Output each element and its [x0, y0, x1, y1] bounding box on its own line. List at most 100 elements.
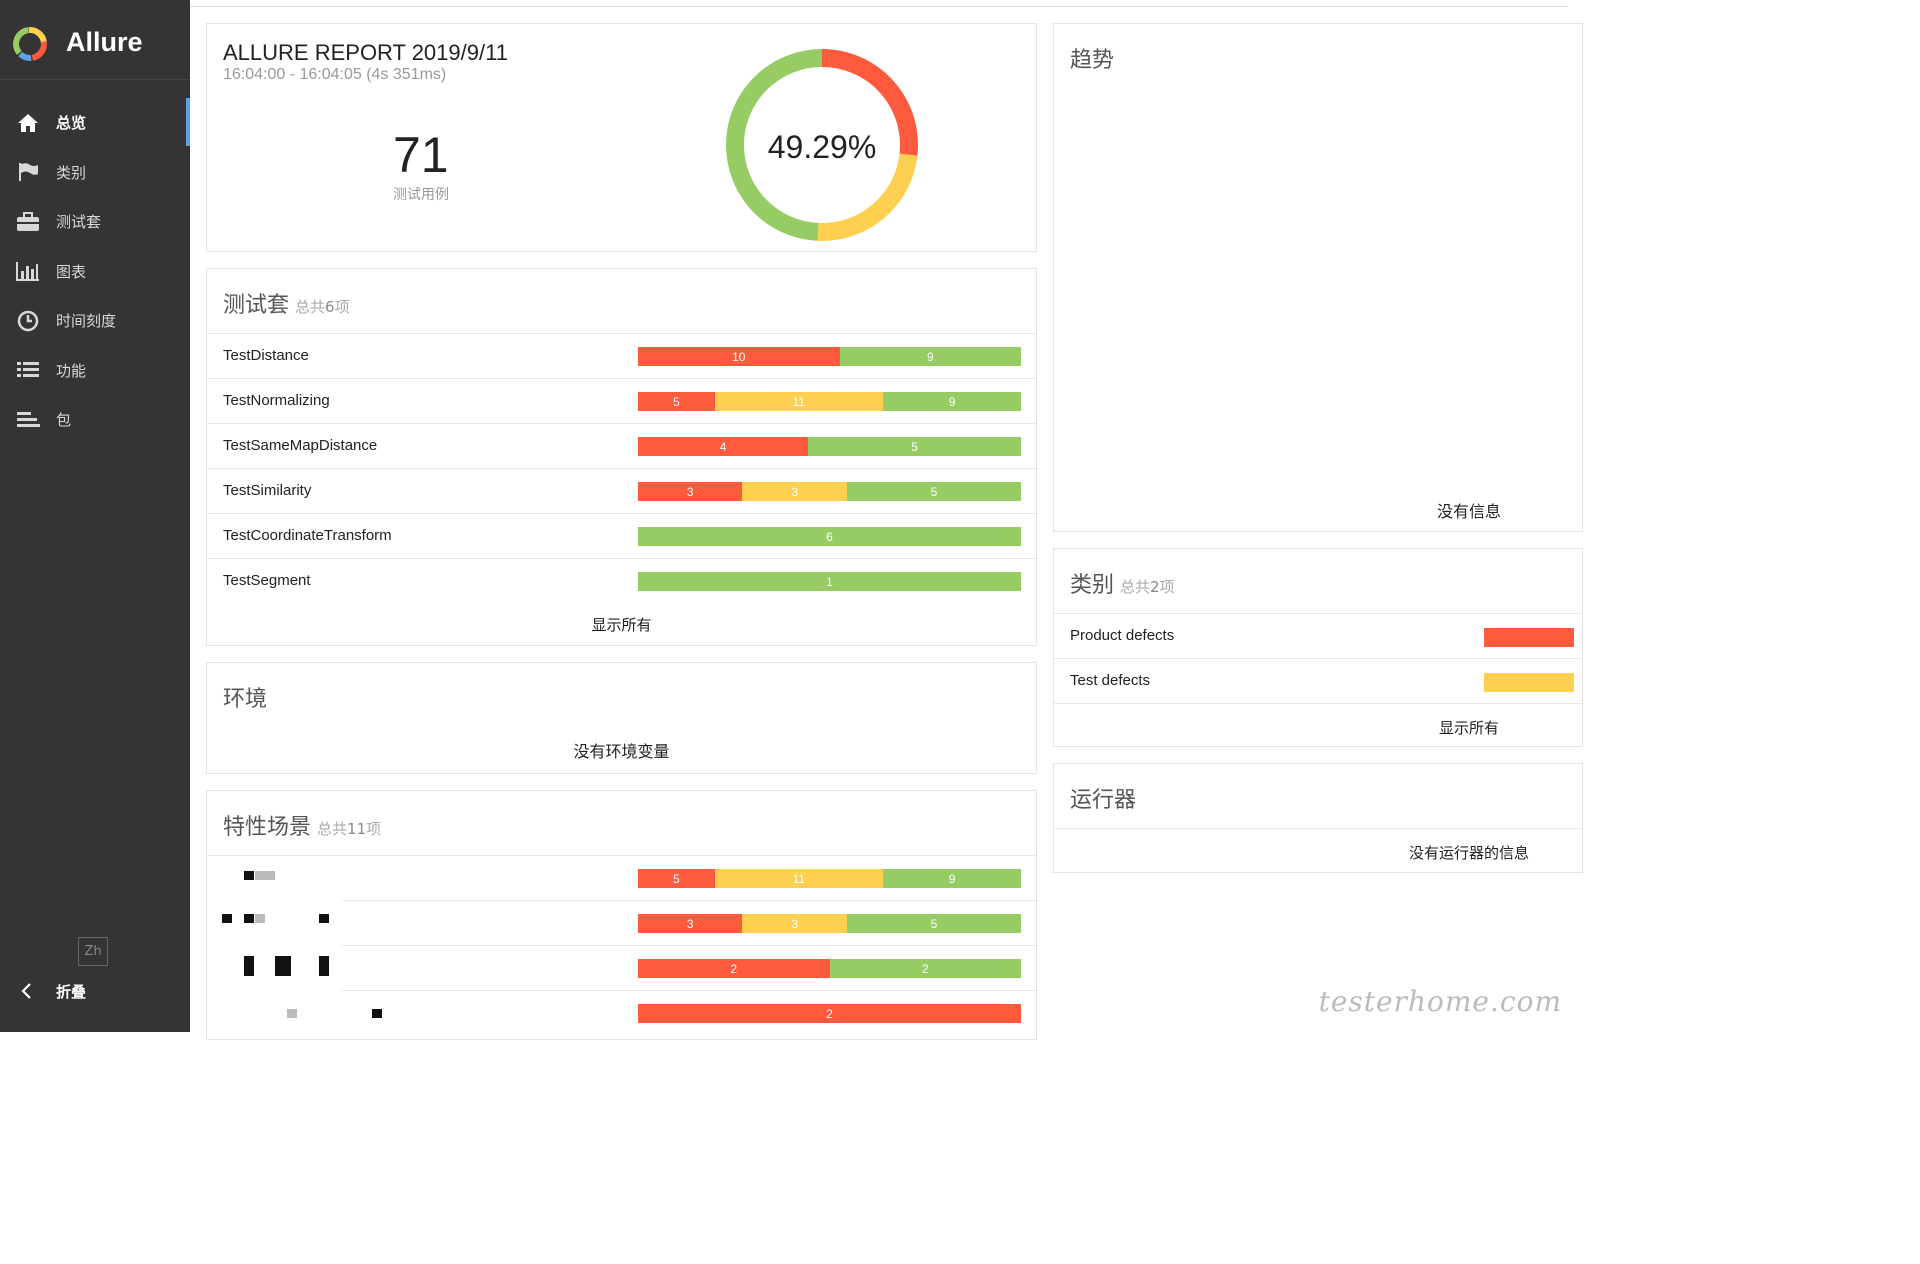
- sidebar: Allure 总览 类别 测试套 图表: [0, 0, 190, 1032]
- brand[interactable]: Allure: [0, 0, 190, 80]
- suites-row[interactable]: TestSegment 1: [207, 558, 1036, 603]
- donut-slice-passed[interactable]: [726, 49, 823, 241]
- features-row[interactable]: 2: [207, 990, 1036, 1035]
- status-bar: 5 11 9: [638, 392, 1021, 411]
- allure-logo-icon: [12, 27, 47, 61]
- status-segment-broken: 3: [742, 482, 847, 501]
- status-bar: 1: [638, 572, 1021, 591]
- status-bar: 6: [638, 527, 1021, 546]
- pass-rate-donut[interactable]: 49.29%: [725, 48, 919, 242]
- status-segment-broken: 11: [714, 869, 884, 888]
- categories-show-all-link[interactable]: 显示所有: [1438, 719, 1499, 737]
- redaction-block: [372, 1009, 382, 1018]
- suites-name: TestDistance: [223, 347, 309, 364]
- suites-name: TestSameMapDistance: [223, 437, 378, 454]
- test-count: 71: [393, 127, 449, 183]
- donut-slice-broken[interactable]: [817, 153, 918, 241]
- executors-empty-row: 没有运行器的信息: [1054, 828, 1582, 873]
- status-segment-passed: 1: [638, 572, 1021, 591]
- sidebar-item-overview[interactable]: 总览: [0, 98, 190, 148]
- briefcase-icon: [16, 210, 40, 234]
- category-row-product-defects[interactable]: Product defects: [1054, 613, 1582, 658]
- trend-title: 趋势: [1070, 48, 1115, 73]
- chevron-left-icon: [21, 983, 31, 999]
- sidebar-item-label: 功能: [56, 361, 87, 380]
- suites-row[interactable]: TestSameMapDistance 4 5: [207, 423, 1036, 468]
- clock-icon: [16, 309, 40, 333]
- category-bar: [1484, 628, 1574, 647]
- category-name: Product defects: [1070, 627, 1175, 644]
- redaction-block: [222, 914, 232, 923]
- report-time-range: 16:04:00 - 16:04:05 (4s 351ms): [223, 66, 447, 83]
- status-segment-broken: 3: [742, 914, 847, 933]
- environment-title: 环境: [223, 687, 268, 712]
- align-left-icon: [16, 408, 40, 432]
- trend-widget: 趋势 没有信息: [1053, 23, 1583, 532]
- sidebar-item-behaviors[interactable]: 功能: [0, 346, 190, 396]
- summary-widget: ALLURE REPORT 2019/9/11 16:04:00 - 16:04…: [206, 23, 1037, 252]
- sidebar-item-categories[interactable]: 类别: [0, 148, 190, 198]
- suites-name: TestSimilarity: [223, 482, 312, 499]
- language-button[interactable]: Zh: [78, 937, 108, 966]
- suites-title: 测试套 总共6项: [223, 293, 350, 318]
- suites-row[interactable]: TestCoordinateTransform 6: [207, 513, 1036, 558]
- list-icon: [16, 358, 40, 382]
- status-bar: 10 9: [638, 347, 1021, 366]
- status-segment-failed: 2: [638, 1004, 1021, 1023]
- category-row-test-defects[interactable]: Test defects: [1054, 658, 1582, 703]
- suites-row[interactable]: TestDistance 10 9: [207, 333, 1036, 378]
- categories-widget: 类别 总共2项 Product defects Test defects 显示所有: [1053, 548, 1583, 747]
- suites-row[interactable]: TestSimilarity 3 3 5: [207, 468, 1036, 513]
- status-bar: 5 11 9: [638, 869, 1021, 888]
- redaction-block: [244, 956, 254, 976]
- categories-total: 总共2项: [1120, 578, 1175, 596]
- redaction-block: [319, 956, 329, 976]
- sidebar-item-timeline[interactable]: 时间刻度: [0, 296, 190, 346]
- suites-name: TestCoordinateTransform: [223, 527, 392, 544]
- status-segment-passed: 5: [808, 437, 1021, 456]
- sidebar-item-label: 时间刻度: [56, 312, 117, 331]
- flag-icon: [16, 160, 40, 184]
- suites-show-all-link[interactable]: 显示所有: [591, 616, 652, 634]
- suites-total: 总共6项: [295, 298, 350, 316]
- status-segment-passed: 9: [839, 347, 1021, 366]
- test-count-label: 测试用例: [393, 187, 449, 203]
- features-row[interactable]: 5 11 9: [207, 855, 1036, 900]
- pass-rate-label: 49.29%: [768, 129, 877, 165]
- executors-widget: 运行器 没有运行器的信息: [1053, 763, 1583, 873]
- suites-row[interactable]: TestNormalizing 5 11 9: [207, 378, 1036, 423]
- redaction-block: [255, 871, 275, 880]
- status-segment-failed: 10: [638, 347, 840, 366]
- status-segment-passed: 5: [846, 914, 1021, 933]
- executors-empty-message: 没有运行器的信息: [1408, 844, 1529, 862]
- redaction-block: [244, 914, 254, 923]
- donut-slice-failed[interactable]: [821, 49, 918, 156]
- sidebar-item-graphs[interactable]: 图表: [0, 247, 190, 297]
- brand-name: Allure: [66, 27, 143, 57]
- status-segment-failed: 5: [638, 869, 715, 888]
- status-segment-passed: 6: [638, 527, 1021, 546]
- sidebar-item-label: 图表: [56, 262, 87, 281]
- redaction-block: [319, 914, 329, 923]
- sidebar-nav: 总览 类别 测试套 图表 时间刻度: [0, 98, 190, 445]
- status-segment-failed: 5: [638, 392, 715, 411]
- collapse-button[interactable]: 折叠: [18, 980, 86, 1002]
- executors-title: 运行器: [1070, 788, 1137, 813]
- sidebar-item-packages[interactable]: 包: [0, 395, 190, 445]
- suites-name: TestSegment: [223, 572, 311, 589]
- suites-widget: 测试套 总共6项 TestDistance 10 9 TestNormalizing 5 1…: [206, 268, 1037, 646]
- sidebar-item-label: 类别: [56, 163, 87, 182]
- collapse-label: 折叠: [56, 982, 87, 1001]
- status-segment-failed: 3: [638, 482, 743, 501]
- report-title: ALLURE REPORT 2019/9/11: [223, 40, 508, 65]
- redaction-block: [287, 1009, 297, 1018]
- top-divider: [190, 6, 1568, 7]
- features-total: 总共11项: [317, 820, 382, 838]
- redaction-mask: [207, 857, 342, 1037]
- sidebar-item-suites[interactable]: 测试套: [0, 197, 190, 247]
- status-segment-passed: 9: [883, 392, 1021, 411]
- status-segment-failed: 2: [638, 959, 830, 978]
